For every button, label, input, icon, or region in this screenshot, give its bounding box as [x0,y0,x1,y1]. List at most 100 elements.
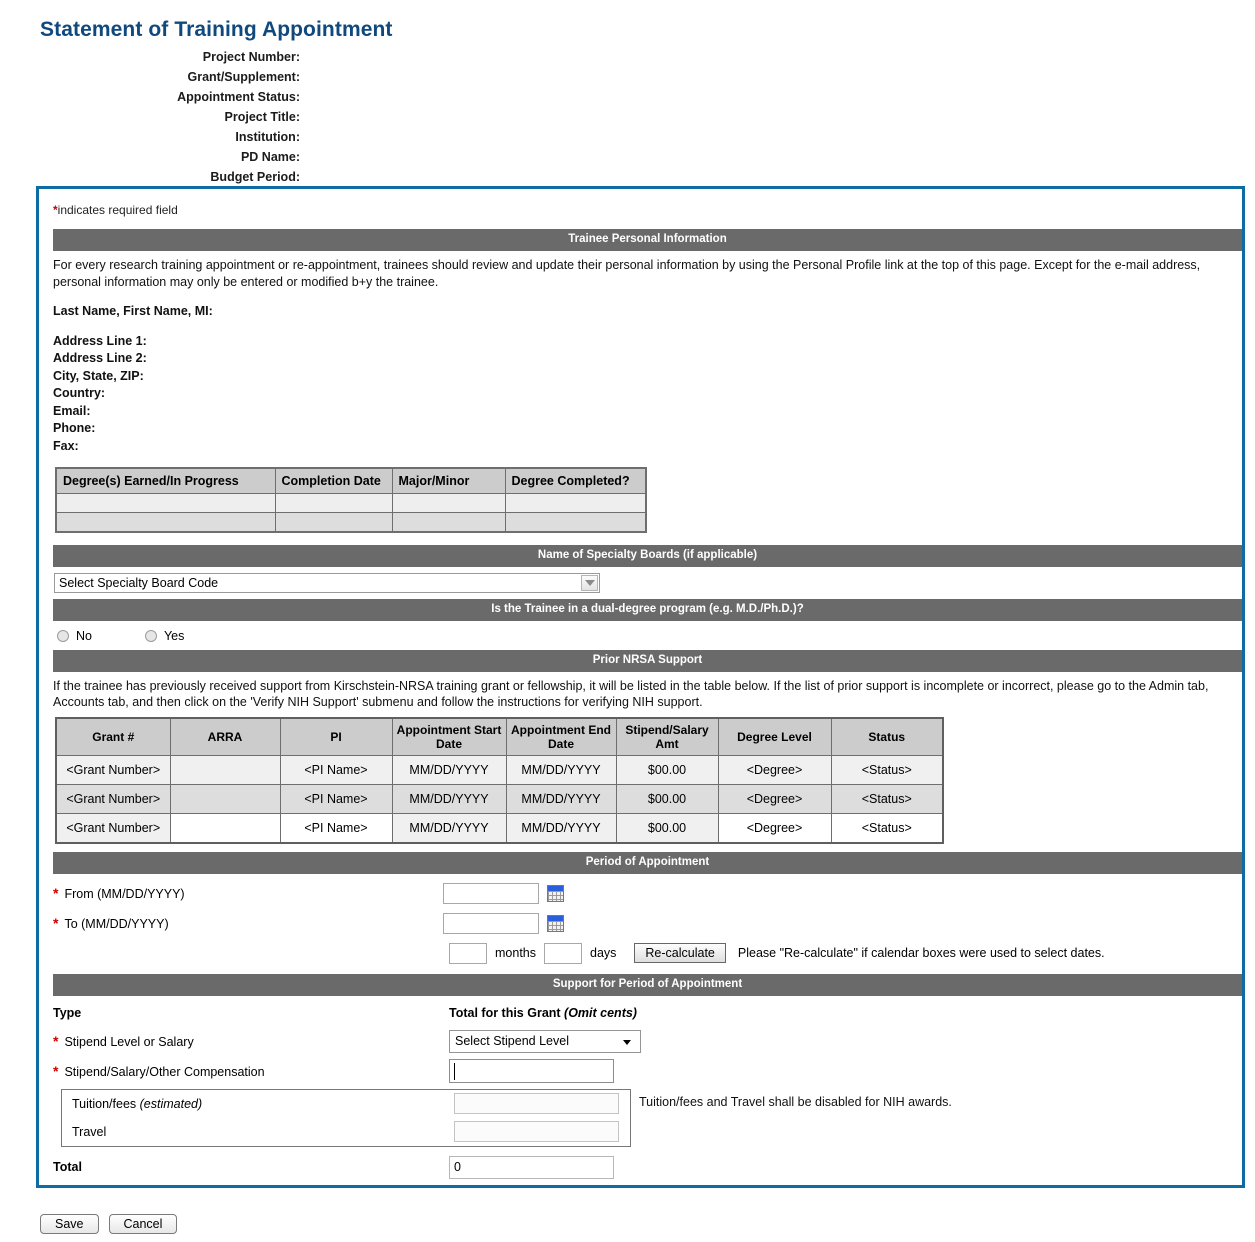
radio-label-no: No [76,628,92,643]
save-button[interactable]: Save [40,1214,99,1234]
nrsa-cell-amount: $00.00 [615,754,719,785]
text-caret [454,1062,455,1080]
degrees-cell [274,512,393,532]
months-label: months [495,946,536,960]
stipend-level-label-text: Stipend Level or Salary [64,1035,194,1049]
radio-icon[interactable] [57,629,69,642]
required-asterisk: * [53,1062,59,1079]
recalculate-button[interactable]: Re-calculate [634,943,726,963]
meta-project-title: Project Title: [224,110,300,124]
nrsa-cell-start: MM/DD/YYYY [391,754,507,785]
specialty-board-selected-value: Select Specialty Board Code [59,575,219,590]
nrsa-cell-end: MM/DD/YYYY [505,812,617,843]
support-total-header-italic: (Omit cents) [564,1005,637,1020]
meta-pd-name: PD Name: [240,150,300,164]
nrsa-cell-pi: <PI Name> [279,783,393,814]
label-phone: Phone: [53,421,96,435]
support-total-header: Total for this Grant (Omit cents) [449,1006,637,1020]
compensation-label-text: Stipend/Salary/Other Compensation [64,1064,265,1079]
degrees-col-completion-date: Completion Date [274,467,393,494]
compensation-row: * Stipend/Salary/Other Compensation [53,1058,1234,1083]
calendar-icon[interactable] [547,884,564,902]
stipend-level-select[interactable]: Select Stipend Level [449,1029,641,1053]
nrsa-col-end-date: Appointment End Date [505,717,617,756]
period-to-label-text: To (MM/DD/YYYY) [64,917,169,931]
nrsa-cell-start: MM/DD/YYYY [391,812,507,843]
header-meta-list: Project Number: Grant/Supplement: Appoin… [0,47,302,187]
degrees-cell [391,493,506,513]
support-total-header-main: Total for this Grant [449,1005,565,1020]
travel-input[interactable] [454,1121,619,1142]
nrsa-cell-grant: <Grant Number> [55,754,171,785]
label-address-line-1: Address Line 1: [53,333,147,348]
nrsa-table-row: <Grant Number> <PI Name> MM/DD/YYYY MM/D… [55,754,944,785]
calendar-icon[interactable] [547,914,564,932]
label-city-state-zip: City, State, ZIP: [53,368,144,383]
nrsa-table-header-row: Grant # ARRA PI Appointment Start Date A… [55,717,944,756]
nrsa-cell-start: MM/DD/YYYY [391,783,507,814]
days-label: days [590,946,617,960]
total-label: Total [53,1160,82,1174]
travel-label: Travel [72,1124,107,1139]
specialty-board-select[interactable]: Select Specialty Board Code [54,572,600,593]
chevron-down-icon [623,1039,631,1045]
support-type-header: Type [53,1005,82,1020]
stipend-level-label: * Stipend Level or Salary [53,1033,449,1049]
meta-project-number: Project Number: [202,50,300,64]
degrees-table-header-row: Degree(s) Earned/In Progress Completion … [55,467,647,494]
nrsa-cell-degree: <Degree> [717,754,832,785]
nrsa-col-pi: PI [279,717,393,756]
tuition-row: Tuition/fees (estimated) [62,1090,630,1118]
meta-institution: Institution: [235,130,300,144]
period-from-row: * From (MM/DD/YYYY) [53,882,1234,904]
support-header-row: Type Total for this Grant (Omit cents) [53,1006,1234,1020]
chevron-down-icon[interactable] [581,574,598,591]
travel-row: Travel [62,1118,630,1146]
form-panel: *indicates required field Trainee Person… [36,186,1245,1188]
degrees-table-row [55,493,647,513]
label-last-first-mi: Last Name, First Name, MI: [53,304,213,318]
label-country: Country: [53,386,106,400]
page-title: Statement of Training Appointment [40,18,393,41]
period-from-label-text: From (MM/DD/YYYY) [64,887,185,901]
nrsa-cell-status: <Status> [830,812,944,843]
recalculate-note: Please "Re-calculate" if calendar boxes … [737,946,1105,960]
degrees-cell [55,493,276,513]
meta-budget-period: Budget Period: [210,170,300,184]
form-actions: Save Cancel [40,1214,178,1234]
label-address-line-2: Address Line 2: [53,351,147,365]
required-asterisk: * [53,203,58,217]
nrsa-col-stipend-amt: Stipend/Salary Amt [615,717,719,756]
tuition-travel-disabled-note: Tuition/fees and Travel shall be disable… [639,1095,952,1109]
radio-icon[interactable] [144,629,157,642]
period-from-input[interactable] [443,882,539,904]
personal-address-block: Address Line 1: Address Line 2: City, St… [47,333,1234,456]
months-input[interactable] [449,942,487,964]
label-fax: Fax: [53,438,79,453]
period-to-input[interactable] [443,912,539,934]
nrsa-cell-degree: <Degree> [717,812,832,843]
degrees-table-row [55,512,647,532]
degrees-col-degree-completed: Degree Completed? [504,467,647,494]
total-row: Total 0 [53,1155,1234,1179]
section-header-prior-nrsa-support: Prior NRSA Support [53,649,1242,672]
radio-option-yes[interactable]: Yes [144,628,185,643]
radio-label-yes: Yes [163,628,185,643]
days-input[interactable] [544,942,582,964]
degrees-cell [274,493,393,513]
trainee-personal-intro: For every research training appointment … [53,258,1201,289]
required-asterisk: * [53,1033,59,1049]
compensation-input[interactable] [449,1058,614,1083]
tuition-input[interactable] [454,1093,619,1114]
section-header-specialty-boards: Name of Specialty Boards (if applicable) [53,544,1242,567]
section-header-trainee-personal-information: Trainee Personal Information [53,229,1242,251]
nrsa-cell-end: MM/DD/YYYY [505,783,617,814]
section-header-period-of-appointment: Period of Appointment [53,851,1242,874]
nrsa-cell-amount: $00.00 [615,812,719,843]
nrsa-cell-status: <Status> [830,754,944,785]
radio-option-no[interactable]: No [57,629,92,643]
cancel-button[interactable]: Cancel [108,1214,178,1234]
total-input[interactable]: 0 [449,1155,614,1179]
dual-degree-radio-group: No Yes [57,629,1234,643]
